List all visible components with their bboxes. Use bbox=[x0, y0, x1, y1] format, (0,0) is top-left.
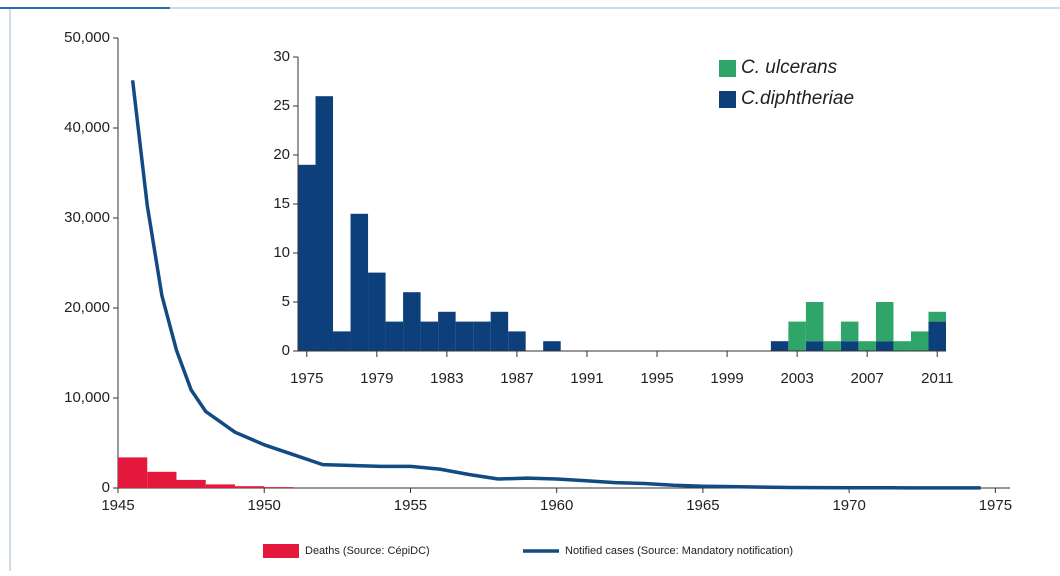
inset-y-tick-label: 25 bbox=[273, 97, 290, 114]
y-tick-label: 40,000 bbox=[64, 119, 110, 136]
x-tick-label: 1960 bbox=[540, 497, 573, 514]
inset-legend-swatch bbox=[719, 91, 736, 108]
inset-bar bbox=[385, 321, 404, 351]
inset-legend-label: C.diphtheriae bbox=[741, 88, 854, 109]
inset-bar bbox=[438, 311, 456, 351]
inset-bar bbox=[315, 96, 334, 351]
inset-y-tick-label: 5 bbox=[282, 293, 290, 310]
y-tick-label: 50,000 bbox=[64, 29, 110, 46]
legend-swatch bbox=[263, 544, 299, 558]
inset-bar bbox=[368, 272, 386, 351]
inset-bar bbox=[858, 341, 876, 351]
inset-bar bbox=[928, 311, 946, 322]
inset-x-tick-label: 2003 bbox=[780, 370, 813, 387]
x-tick-label: 1950 bbox=[248, 497, 281, 514]
inset-y-tick-label: 30 bbox=[273, 48, 290, 65]
inset-bar bbox=[490, 311, 509, 351]
inset-legend-label: C. ulcerans bbox=[741, 57, 838, 78]
inset-bar bbox=[473, 321, 491, 351]
inset-y-tick-label: 15 bbox=[273, 195, 290, 212]
inset-x-tick-label: 1987 bbox=[500, 370, 533, 387]
inset-x-tick-label: 1999 bbox=[710, 370, 743, 387]
y-tick-label: 30,000 bbox=[64, 209, 110, 226]
death-bar bbox=[264, 487, 294, 488]
death-bar bbox=[176, 479, 206, 488]
inset-bar bbox=[455, 321, 474, 351]
inset-bar bbox=[350, 213, 369, 351]
inset-x-tick-label: 1991 bbox=[570, 370, 603, 387]
inset-bar bbox=[543, 341, 561, 351]
inset-bar bbox=[805, 341, 824, 351]
death-bar bbox=[118, 457, 148, 488]
inset-bar bbox=[875, 302, 894, 342]
death-bar bbox=[205, 484, 235, 488]
inset-bar bbox=[788, 321, 806, 351]
x-tick-label: 1945 bbox=[101, 497, 134, 514]
inset-bar bbox=[805, 302, 824, 342]
inset-x-tick-label: 1979 bbox=[360, 370, 393, 387]
inset-y-tick-label: 0 bbox=[282, 342, 290, 359]
inset-bar bbox=[298, 164, 316, 351]
inset-bar bbox=[928, 321, 946, 351]
inset-x-tick-label: 2007 bbox=[851, 370, 884, 387]
cases-line bbox=[130, 80, 981, 490]
y-tick-label: 20,000 bbox=[64, 299, 110, 316]
inset-bar bbox=[875, 341, 894, 351]
inset-bar bbox=[840, 321, 859, 342]
inset-bar bbox=[333, 331, 351, 351]
x-tick-label: 1970 bbox=[832, 497, 865, 514]
inset-x-tick-label: 1975 bbox=[290, 370, 323, 387]
x-tick-label: 1965 bbox=[686, 497, 719, 514]
inset-y-tick-label: 20 bbox=[273, 146, 290, 163]
legend-label: Deaths (Source: CépiDC) bbox=[305, 545, 430, 557]
inset-bar bbox=[770, 341, 789, 351]
inset-x-tick-label: 1983 bbox=[430, 370, 463, 387]
y-tick-label: 10,000 bbox=[64, 389, 110, 406]
inset-x-tick-label: 1995 bbox=[640, 370, 673, 387]
inset-bar bbox=[403, 292, 421, 351]
x-tick-label: 1955 bbox=[394, 497, 427, 514]
inset-bar bbox=[893, 341, 911, 351]
y-tick-label: 0 bbox=[102, 479, 110, 496]
inset-y-tick-label: 10 bbox=[273, 244, 290, 261]
inset-bar bbox=[823, 341, 841, 351]
legend-label: Notified cases (Source: Mandatory notifi… bbox=[565, 545, 793, 557]
inset-bar bbox=[910, 331, 929, 351]
inset-x-tick-label: 2011 bbox=[921, 370, 953, 387]
inset-bar bbox=[840, 341, 859, 351]
death-bar bbox=[147, 471, 177, 488]
x-tick-label: 1975 bbox=[979, 497, 1012, 514]
inset-bar bbox=[420, 321, 439, 351]
inset-legend-swatch bbox=[719, 60, 736, 77]
death-bar bbox=[234, 486, 265, 488]
inset-bar bbox=[508, 331, 526, 351]
